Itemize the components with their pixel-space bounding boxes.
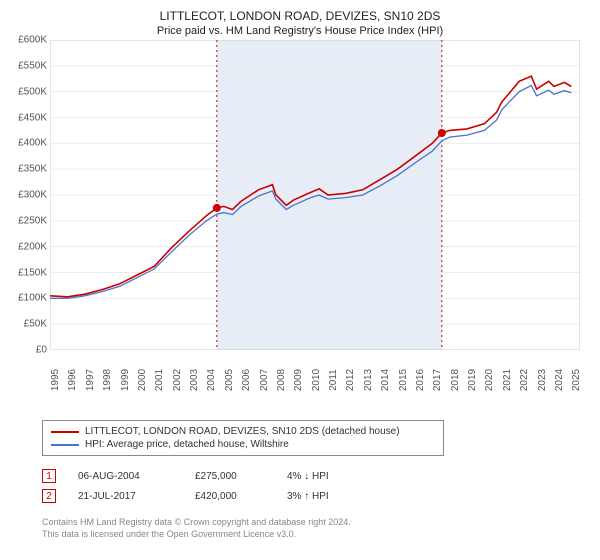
y-tick-label: £400K: [1, 138, 47, 149]
chart-svg: [50, 40, 580, 350]
legend-label: LITTLECOT, LONDON ROAD, DEVIZES, SN10 2D…: [85, 426, 400, 437]
transaction-delta: 4% ↓ HPI: [287, 471, 357, 482]
legend-swatch: [51, 444, 79, 446]
legend-row: HPI: Average price, detached house, Wilt…: [51, 438, 435, 451]
x-tick-label: 2002: [172, 369, 183, 391]
y-tick-label: £200K: [1, 241, 47, 252]
y-tick-label: £250K: [1, 215, 47, 226]
x-tick-label: 2017: [432, 369, 443, 391]
y-tick-label: £100K: [1, 293, 47, 304]
x-tick-label: 2021: [502, 369, 513, 391]
x-tick-label: 2023: [537, 369, 548, 391]
transaction-date: 21-JUL-2017: [78, 491, 173, 502]
footer-attribution: Contains HM Land Registry data © Crown c…: [42, 516, 351, 540]
x-tick-label: 1997: [85, 369, 96, 391]
x-tick-label: 2013: [363, 369, 374, 391]
x-tick-label: 1999: [120, 369, 131, 391]
transaction-price: £275,000: [195, 471, 265, 482]
x-tick-label: 2016: [415, 369, 426, 391]
y-tick-label: £450K: [1, 112, 47, 123]
x-tick-label: 2001: [154, 369, 165, 391]
x-tick-label: 2011: [328, 369, 339, 391]
transaction-delta: 3% ↑ HPI: [287, 491, 357, 502]
y-tick-label: £300K: [1, 190, 47, 201]
legend-label: HPI: Average price, detached house, Wilt…: [85, 439, 289, 450]
transaction-row: 1 06-AUG-2004 £275,000 4% ↓ HPI: [42, 466, 357, 486]
x-tick-label: 2005: [224, 369, 235, 391]
sale-dot: [213, 204, 221, 212]
x-tick-label: 2022: [519, 369, 530, 391]
x-tick-label: 2006: [241, 369, 252, 391]
y-tick-label: £500K: [1, 86, 47, 97]
transaction-date: 06-AUG-2004: [78, 471, 173, 482]
chart-container: { "header": { "title": "LITTLECOT, LONDO…: [0, 0, 600, 560]
x-tick-label: 2024: [554, 369, 565, 391]
chart-subtitle: Price paid vs. HM Land Registry's House …: [0, 25, 600, 37]
y-tick-label: £550K: [1, 60, 47, 71]
y-tick-label: £350K: [1, 164, 47, 175]
transaction-marker: 1: [42, 469, 56, 483]
x-tick-label: 2019: [467, 369, 478, 391]
transactions-table: 1 06-AUG-2004 £275,000 4% ↓ HPI 2 21-JUL-2017…: [42, 466, 357, 506]
y-tick-label: £0: [1, 345, 47, 356]
chart-area: £0 £50K £100K £150K £200K £250K £300K £350K £400…: [0, 40, 600, 410]
x-tick-label: 2003: [189, 369, 200, 391]
x-tick-label: 1995: [50, 369, 61, 391]
x-tick-label: 2014: [380, 369, 391, 391]
x-tick-label: 2020: [484, 369, 495, 391]
chart-title: LITTLECOT, LONDON ROAD, DEVIZES, SN10 2D…: [0, 0, 600, 25]
x-tick-label: 2007: [259, 369, 270, 391]
legend-swatch: [51, 431, 79, 433]
y-tick-label: £600K: [1, 35, 47, 46]
legend: LITTLECOT, LONDON ROAD, DEVIZES, SN10 2D…: [42, 420, 444, 456]
footer-line-2: This data is licensed under the Open Gov…: [42, 528, 351, 540]
x-tick-label: 2012: [345, 369, 356, 391]
x-tick-label: 1998: [102, 369, 113, 391]
footer-line-1: Contains HM Land Registry data © Crown c…: [42, 516, 351, 528]
y-tick-label: £50K: [1, 319, 47, 330]
x-tick-label: 2009: [293, 369, 304, 391]
transaction-marker: 2: [42, 489, 56, 503]
x-tick-label: 2010: [311, 369, 322, 391]
x-tick-label: 2000: [137, 369, 148, 391]
x-tick-label: 2004: [206, 369, 217, 391]
legend-row: LITTLECOT, LONDON ROAD, DEVIZES, SN10 2D…: [51, 425, 435, 438]
x-tick-label: 1996: [67, 369, 78, 391]
sale-dot: [438, 129, 446, 137]
x-tick-label: 2025: [571, 369, 582, 391]
transaction-row: 2 21-JUL-2017 £420,000 3% ↑ HPI: [42, 486, 357, 506]
x-tick-label: 2015: [398, 369, 409, 391]
x-tick-label: 2018: [450, 369, 461, 391]
transaction-price: £420,000: [195, 491, 265, 502]
x-tick-label: 2008: [276, 369, 287, 391]
y-tick-label: £150K: [1, 267, 47, 278]
